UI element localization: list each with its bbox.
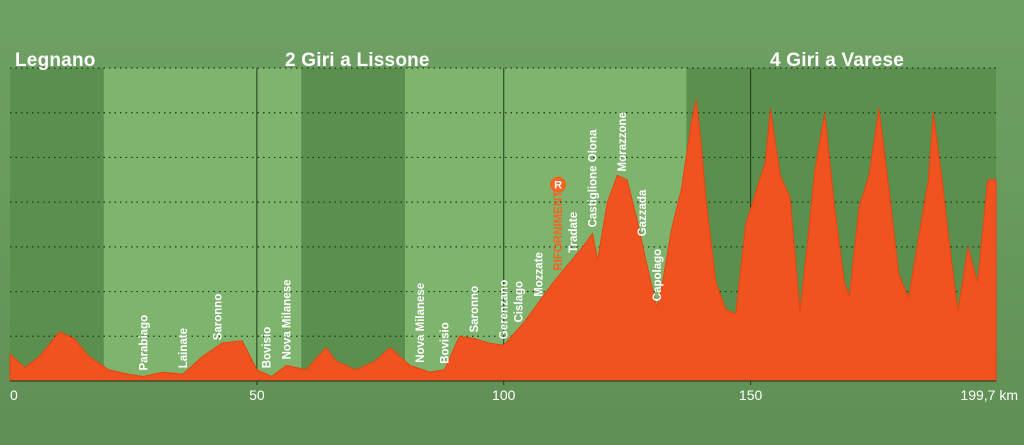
place-label-3: Bovisio (262, 327, 274, 369)
place-label-13: Castiglione Olona (588, 129, 600, 227)
x-tick-label-1: 50 (249, 387, 265, 403)
shaded-band-1 (301, 68, 405, 381)
place-label-0: Parabiago (138, 315, 150, 371)
place-label-4: Nova Milanese (282, 279, 294, 359)
place-label-5: Nova Milanese (415, 283, 427, 363)
section-title-legnano: Legnano (15, 50, 96, 71)
section-title-lissone: 2 Giri a Lissone (285, 50, 430, 71)
place-label-10: Mozzate (533, 252, 545, 297)
shaded-band-0 (10, 68, 104, 381)
place-label-1: Lainate (178, 328, 190, 368)
place-label-11: RIFORNIMENTO (553, 182, 565, 271)
x-tick-label-2: 100 (492, 387, 516, 403)
refuel-marker-circle (550, 176, 567, 193)
section-title-varese: 4 Giri a Varese (770, 50, 904, 71)
place-label-7: Saronno (469, 286, 481, 333)
place-label-15: Gazzada (637, 189, 649, 236)
refuel-marker-label: R (554, 180, 562, 192)
place-label-16: Capolago (652, 249, 664, 301)
x-tick-label-0: 0 (10, 387, 18, 403)
x-tick-label-4: 199,7 km (960, 387, 1018, 403)
place-label-2: Saronno (212, 294, 224, 341)
place-label-8: Gerenzano (499, 280, 511, 339)
place-label-9: Cislago (514, 281, 526, 323)
elevation-profile-area (9, 99, 997, 382)
place-label-12: Tradate (568, 212, 580, 253)
x-tick-label-3: 150 (739, 387, 763, 403)
place-label-14: Morazzone (617, 112, 629, 171)
place-label-6: Bovisio (440, 322, 452, 364)
